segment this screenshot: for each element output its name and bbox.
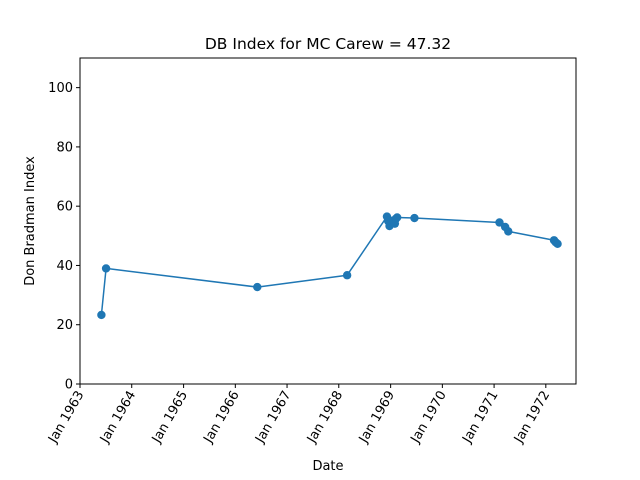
- x-tick-label: Jan 1967: [252, 389, 294, 447]
- x-tick-label: Jan 1966: [201, 389, 243, 447]
- data-point: [504, 227, 513, 236]
- chart-title: DB Index for MC Carew = 47.32: [205, 35, 451, 53]
- y-tick-label: 40: [56, 259, 73, 274]
- data-point: [495, 218, 504, 227]
- x-tick-label: Jan 1971: [459, 389, 501, 447]
- series-line: [100, 215, 559, 316]
- series-layer: [97, 212, 562, 320]
- data-point: [342, 271, 352, 280]
- x-axis: Jan 1963 Jan 1964 Jan 1965 Jan 1966 Jan 1967…: [45, 384, 553, 446]
- y-axis-label: Don Bradman Index: [23, 156, 38, 286]
- y-axis: 0 20 40 60 80 100: [48, 81, 80, 393]
- x-tick-label: Jan 1969: [356, 389, 398, 447]
- y-tick-label: 60: [56, 200, 73, 215]
- x-tick-label: Jan 1968: [304, 389, 346, 447]
- data-point: [253, 282, 262, 292]
- data-point: [410, 213, 419, 223]
- plot-frame: [79, 57, 577, 385]
- y-tick-label: 20: [56, 318, 73, 333]
- data-point: [101, 264, 111, 273]
- plot-area: [79, 57, 577, 385]
- data-point: [392, 213, 402, 222]
- x-tick-label: Jan 1970: [408, 389, 450, 447]
- x-tick-label: Jan 1963: [45, 389, 87, 447]
- y-tick-label: 0: [65, 378, 73, 393]
- data-point: [97, 310, 106, 320]
- x-tick-label: Jan 1972: [511, 389, 553, 447]
- x-tick-label: Jan 1964: [97, 389, 139, 447]
- y-tick-label: 100: [48, 81, 73, 96]
- x-axis-label: Date: [312, 459, 343, 474]
- x-tick-label: Jan 1965: [149, 389, 191, 447]
- y-tick-label: 80: [56, 140, 73, 155]
- data-point: [553, 239, 562, 249]
